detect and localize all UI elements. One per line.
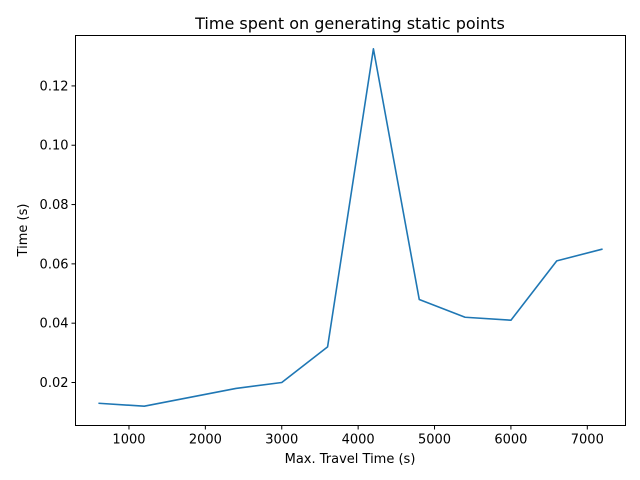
x-axis-label: Max. Travel Time (s) <box>285 452 416 467</box>
y-tick-label: 0.12 <box>40 79 69 94</box>
x-tick-label: 3000 <box>265 433 298 448</box>
x-tick-label: 6000 <box>494 433 527 448</box>
chart-title: Time spent on generating static points <box>194 14 505 33</box>
y-tick-label: 0.02 <box>40 376 69 391</box>
x-tick-label: 2000 <box>189 433 222 448</box>
series-line <box>98 48 603 408</box>
x-tick-label: 1000 <box>112 433 145 448</box>
x-tick-label: 4000 <box>342 433 375 448</box>
x-tick-label: 5000 <box>418 433 451 448</box>
y-axis-label: Time (s) <box>16 204 31 258</box>
y-tick-label: 0.04 <box>40 317 69 332</box>
x-tick-label: 7000 <box>571 433 604 448</box>
axis-ticks: 1000 2000 3000 4000 5000 6000 7000 0.02 0.04 0.06… <box>40 79 604 447</box>
series-lines <box>98 48 603 408</box>
y-tick-label: 0.06 <box>40 257 69 272</box>
y-tick-label: 0.08 <box>40 198 69 213</box>
plot-frame <box>75 35 626 426</box>
y-tick-label: 0.10 <box>40 139 69 154</box>
